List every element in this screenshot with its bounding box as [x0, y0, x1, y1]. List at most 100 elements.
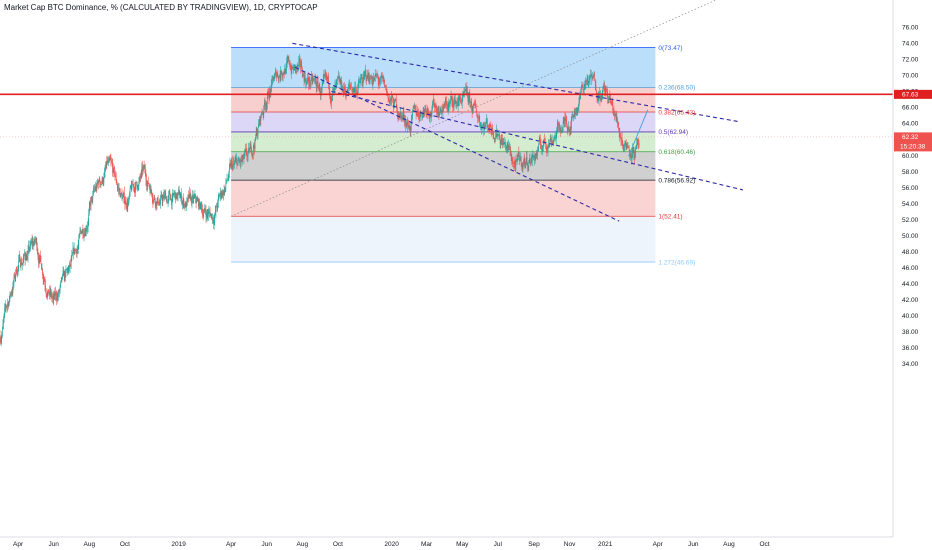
candle-body	[374, 74, 376, 78]
candle	[326, 73, 328, 83]
candle-body	[266, 96, 268, 105]
candle	[493, 132, 495, 140]
candle	[412, 109, 413, 120]
candle-body	[214, 211, 216, 214]
candle	[615, 113, 617, 117]
candle-body	[435, 106, 437, 107]
candle-body	[93, 189, 95, 191]
candle-body	[301, 69, 303, 77]
candle-body	[458, 99, 460, 102]
candle-body	[573, 111, 575, 119]
candle-body	[287, 57, 289, 60]
candle	[635, 144, 637, 150]
horizontal-line[interactable]	[0, 93, 893, 138]
candle-body	[150, 189, 151, 194]
candle-body	[188, 195, 189, 199]
candle-body	[51, 295, 53, 298]
candle	[537, 146, 538, 160]
candle	[496, 128, 498, 137]
candle	[374, 77, 376, 81]
candle	[21, 258, 23, 266]
x-tick-label: 2020	[384, 541, 399, 548]
trendlines[interactable]	[292, 42, 744, 222]
candle	[456, 100, 457, 110]
candle-body	[276, 75, 277, 77]
candle	[335, 79, 337, 90]
candle-body	[506, 146, 507, 149]
x-tick-label: Mar	[421, 541, 433, 548]
candle-body	[513, 162, 514, 164]
candle	[161, 191, 163, 199]
candle-body	[109, 159, 111, 161]
candle-body	[84, 230, 86, 237]
candle-body	[14, 276, 16, 277]
candle	[274, 72, 276, 79]
price-axis[interactable]: 76.0074.0072.0070.0068.0066.0064.0062.00…	[892, 0, 932, 550]
candle	[366, 74, 368, 81]
candle-body	[440, 107, 442, 112]
candle	[504, 136, 506, 145]
candle-body	[21, 264, 23, 265]
candle-body	[565, 119, 567, 122]
candle	[48, 289, 49, 293]
candle-body	[443, 104, 445, 106]
candle-body	[427, 108, 429, 110]
time-axis[interactable]: Apr Jun Aug Oct 2019 Apr Jun Aug Oct 2020 Mar May Ju…	[0, 536, 893, 548]
candle	[16, 266, 18, 277]
candle-body	[241, 155, 243, 161]
candle	[76, 246, 78, 258]
candle-body	[45, 285, 46, 290]
candle-body	[264, 102, 266, 106]
candle-body	[17, 265, 19, 270]
candle-body	[11, 292, 13, 294]
candle-body	[31, 240, 33, 244]
candle	[100, 180, 101, 188]
candle-body	[324, 74, 325, 76]
candle	[67, 267, 69, 276]
candle-body	[89, 202, 91, 206]
candle-body	[215, 206, 217, 212]
candle	[530, 161, 531, 167]
candle	[436, 104, 437, 116]
candle	[101, 180, 102, 185]
candle-body	[631, 152, 633, 159]
candle-body	[524, 162, 526, 164]
candle-body	[211, 213, 213, 219]
candle-body	[390, 98, 392, 101]
candle-body	[437, 111, 439, 116]
candle-body	[265, 105, 266, 106]
candle-body	[353, 89, 355, 91]
candle-body	[545, 142, 547, 145]
candle	[47, 288, 49, 298]
candle-body	[371, 78, 373, 82]
candle-body	[565, 119, 566, 121]
candle-body	[210, 215, 212, 217]
candle-body	[87, 227, 88, 229]
candle-body	[192, 195, 193, 199]
candle-body	[521, 167, 523, 168]
candle	[578, 97, 580, 113]
candle	[109, 154, 111, 161]
candle-body	[30, 243, 32, 245]
candle	[628, 145, 630, 153]
candle	[135, 182, 136, 197]
candle-body	[50, 291, 52, 294]
candle-body	[99, 180, 101, 182]
candle	[132, 179, 134, 188]
candle	[269, 86, 270, 101]
candle-body	[87, 221, 89, 228]
candle-body	[280, 70, 282, 74]
candle-body	[261, 113, 262, 115]
candle-body	[538, 139, 540, 145]
candle	[564, 111, 566, 128]
candle	[287, 56, 289, 62]
candle-body	[412, 107, 414, 111]
fib-label-1.272: 1.272(46.69)	[658, 259, 695, 266]
candle	[594, 71, 596, 81]
candle-body	[154, 199, 156, 205]
candle-body	[4, 307, 6, 314]
candle-body	[216, 206, 217, 207]
candle	[368, 69, 370, 84]
candle-body	[636, 143, 638, 146]
